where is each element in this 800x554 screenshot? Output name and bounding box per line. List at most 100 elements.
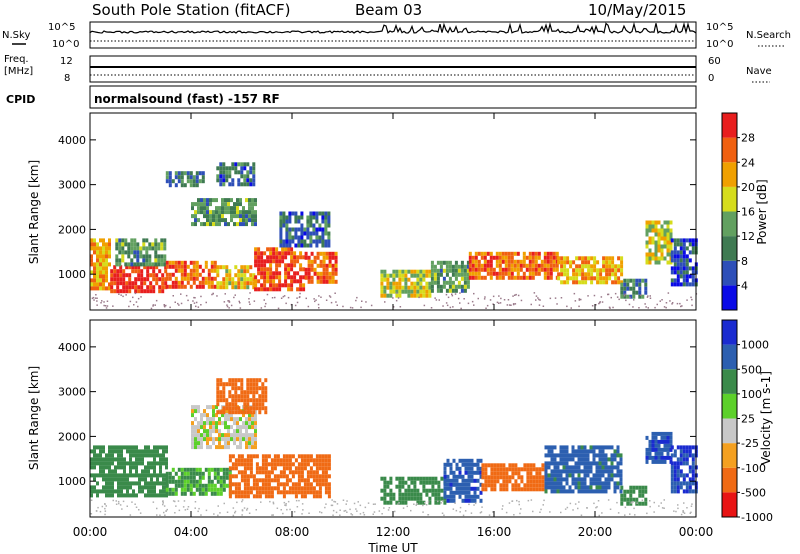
data-cell-3 — [191, 405, 194, 410]
data-cell-17 — [670, 270, 674, 275]
data-cell-7 — [511, 471, 515, 476]
data-cell-3 — [180, 284, 184, 289]
data-cell-2 — [294, 466, 298, 471]
data-cell-7 — [502, 483, 506, 488]
data-cell-7 — [532, 479, 536, 484]
data-cell-2 — [312, 470, 316, 475]
data-cell-5 — [263, 271, 267, 276]
data-cell-2 — [267, 486, 271, 491]
data-cell-15 — [632, 282, 636, 287]
data-cell-13 — [489, 263, 493, 268]
data-cell-10 — [243, 178, 247, 183]
data-cell-4 — [258, 378, 262, 383]
data-cell-3 — [197, 429, 200, 434]
data-cell-7 — [327, 243, 331, 248]
data-cell-2 — [324, 454, 328, 459]
data-cell-13 — [522, 263, 526, 268]
colorbar-swatch — [722, 260, 737, 286]
data-cell-4 — [240, 281, 244, 286]
data-cell-8 — [203, 222, 206, 227]
data-cell-11 — [428, 273, 432, 278]
data-cell-14 — [608, 256, 612, 261]
data-cell-13 — [510, 275, 514, 280]
data-cell-3 — [210, 260, 214, 265]
data-cell-5 — [293, 259, 297, 264]
data-cell-10 — [654, 439, 658, 444]
data-cell-10 — [666, 439, 670, 444]
ground-scatter-dot — [540, 508, 542, 511]
data-cell-7 — [294, 215, 298, 220]
y-tick-label: 3000 — [58, 386, 86, 399]
data-cell-2 — [321, 462, 325, 467]
data-cell-13 — [552, 255, 556, 260]
data-cell-6 — [476, 458, 480, 463]
data-cell-7 — [517, 475, 521, 480]
data-cell-0 — [93, 266, 96, 271]
data-cell-1 — [222, 467, 226, 472]
data-cell-8 — [553, 485, 557, 490]
data-cell-3 — [254, 433, 257, 438]
data-cell-5 — [260, 287, 264, 292]
data-cell-7 — [279, 223, 283, 228]
data-cell-13 — [480, 263, 484, 268]
data-cell-2 — [324, 466, 328, 471]
data-cell-8 — [571, 465, 575, 470]
data-cell-2 — [318, 486, 322, 491]
data-cell-2 — [151, 262, 155, 267]
data-cell-1 — [122, 277, 126, 282]
data-cell-2 — [160, 258, 164, 263]
data-cell-17 — [673, 242, 677, 247]
data-cell-1 — [195, 471, 199, 476]
data-cell-1 — [137, 269, 141, 274]
data-cell-2 — [249, 458, 253, 463]
ground-scatter-dot — [599, 302, 601, 304]
data-cell-0 — [135, 461, 138, 466]
data-cell-3 — [192, 280, 196, 285]
data-cell-8 — [577, 457, 581, 462]
ground-scatter-dot — [646, 296, 649, 298]
data-cell-2 — [258, 490, 262, 495]
data-cell-11 — [383, 273, 387, 278]
data-cell-11 — [407, 277, 411, 282]
data-cell-13 — [507, 263, 511, 268]
ground-scatter-dot — [537, 297, 539, 299]
ground-scatter-dot — [140, 296, 142, 298]
data-cell-1 — [174, 471, 178, 476]
data-cell-1 — [189, 479, 193, 484]
data-cell-9 — [198, 171, 202, 176]
data-cell-4 — [234, 390, 238, 395]
data-cell-8 — [583, 469, 587, 474]
data-cell-0 — [99, 258, 102, 263]
data-cell-14 — [596, 276, 600, 281]
colorbar-swatch — [722, 467, 737, 493]
data-cell-5 — [428, 500, 432, 505]
ground-scatter-dot — [298, 499, 300, 502]
data-cell-6 — [443, 494, 447, 499]
data-cell-1 — [116, 273, 120, 278]
data-cell-1 — [225, 475, 229, 480]
data-cell-13 — [489, 255, 493, 260]
data-cell-16 — [657, 228, 661, 233]
data-cell-0 — [165, 449, 168, 454]
data-cell-16 — [663, 256, 667, 261]
data-cell-0 — [144, 445, 147, 450]
data-cell-2 — [261, 482, 265, 487]
data-cell-1 — [152, 285, 156, 290]
data-cell-7 — [493, 479, 497, 484]
ground-scatter-dot — [106, 300, 109, 302]
ground-scatter-dot — [239, 302, 241, 304]
data-cell-0 — [129, 453, 132, 458]
ground-scatter-dot — [282, 512, 284, 515]
data-cell-7 — [511, 467, 515, 472]
data-cell-13 — [510, 251, 514, 256]
data-cell-10 — [651, 431, 655, 436]
data-cell-11 — [670, 481, 674, 486]
data-cell-1 — [143, 277, 147, 282]
data-cell-13 — [477, 275, 481, 280]
data-cell-10 — [654, 443, 658, 448]
data-cell-13 — [474, 255, 478, 260]
data-cell-1 — [164, 277, 168, 282]
data-cell-7 — [288, 231, 292, 236]
data-cell-7 — [321, 227, 325, 232]
data-cell-5 — [293, 271, 297, 276]
